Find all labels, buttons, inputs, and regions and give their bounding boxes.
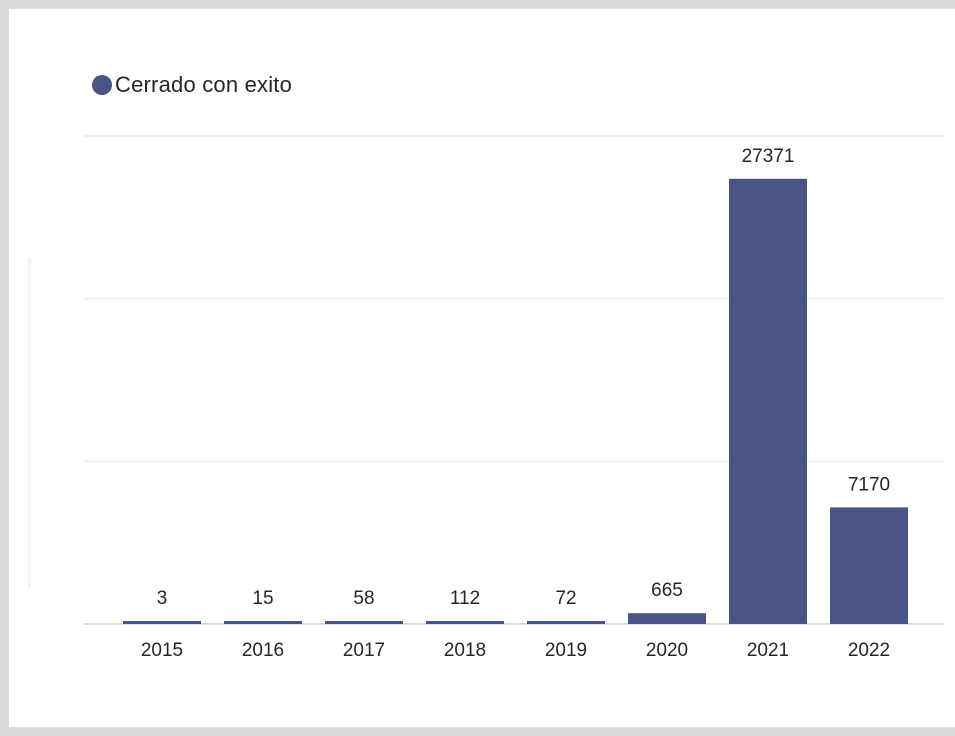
legend-label: Cerrado con exito <box>115 72 293 97</box>
bar-2018 <box>426 621 504 624</box>
bar-2020 <box>628 613 706 624</box>
x-tick-2016: 2016 <box>242 640 284 661</box>
x-tick-2019: 2019 <box>545 640 587 661</box>
bar-2017 <box>325 621 403 624</box>
data-label-2017: 58 <box>353 588 374 609</box>
x-tick-2020: 2020 <box>646 640 688 661</box>
x-tick-2021: 2021 <box>747 640 789 661</box>
left-accent-divider <box>28 258 31 588</box>
x-tick-2018: 2018 <box>444 640 486 661</box>
data-label-2019: 72 <box>555 588 576 609</box>
data-label-2020: 665 <box>651 580 683 601</box>
bar-2015 <box>123 621 201 624</box>
legend-marker-icon <box>92 75 112 95</box>
data-label-2015: 3 <box>157 588 168 609</box>
x-tick-2015: 2015 <box>141 640 183 661</box>
bar-2021 <box>729 178 807 624</box>
data-label-2018: 112 <box>450 588 480 609</box>
bar-2016 <box>224 621 302 624</box>
chart-legend: Cerrado con exito <box>92 72 292 98</box>
data-label-2022: 7170 <box>848 474 890 495</box>
x-tick-2017: 2017 <box>343 640 385 661</box>
data-label-2016: 15 <box>252 588 273 609</box>
x-axis-tick-labels: 2015 2016 2017 2018 2019 2020 2021 2022 <box>141 640 890 661</box>
x-tick-2022: 2022 <box>848 640 890 661</box>
bars <box>123 178 908 624</box>
bar-2022 <box>830 507 908 624</box>
data-labels: 3 15 58 112 72 665 27371 7170 <box>157 146 890 609</box>
gridlines <box>84 135 944 625</box>
data-label-2021: 27371 <box>742 146 795 167</box>
bar-2019 <box>527 621 605 624</box>
